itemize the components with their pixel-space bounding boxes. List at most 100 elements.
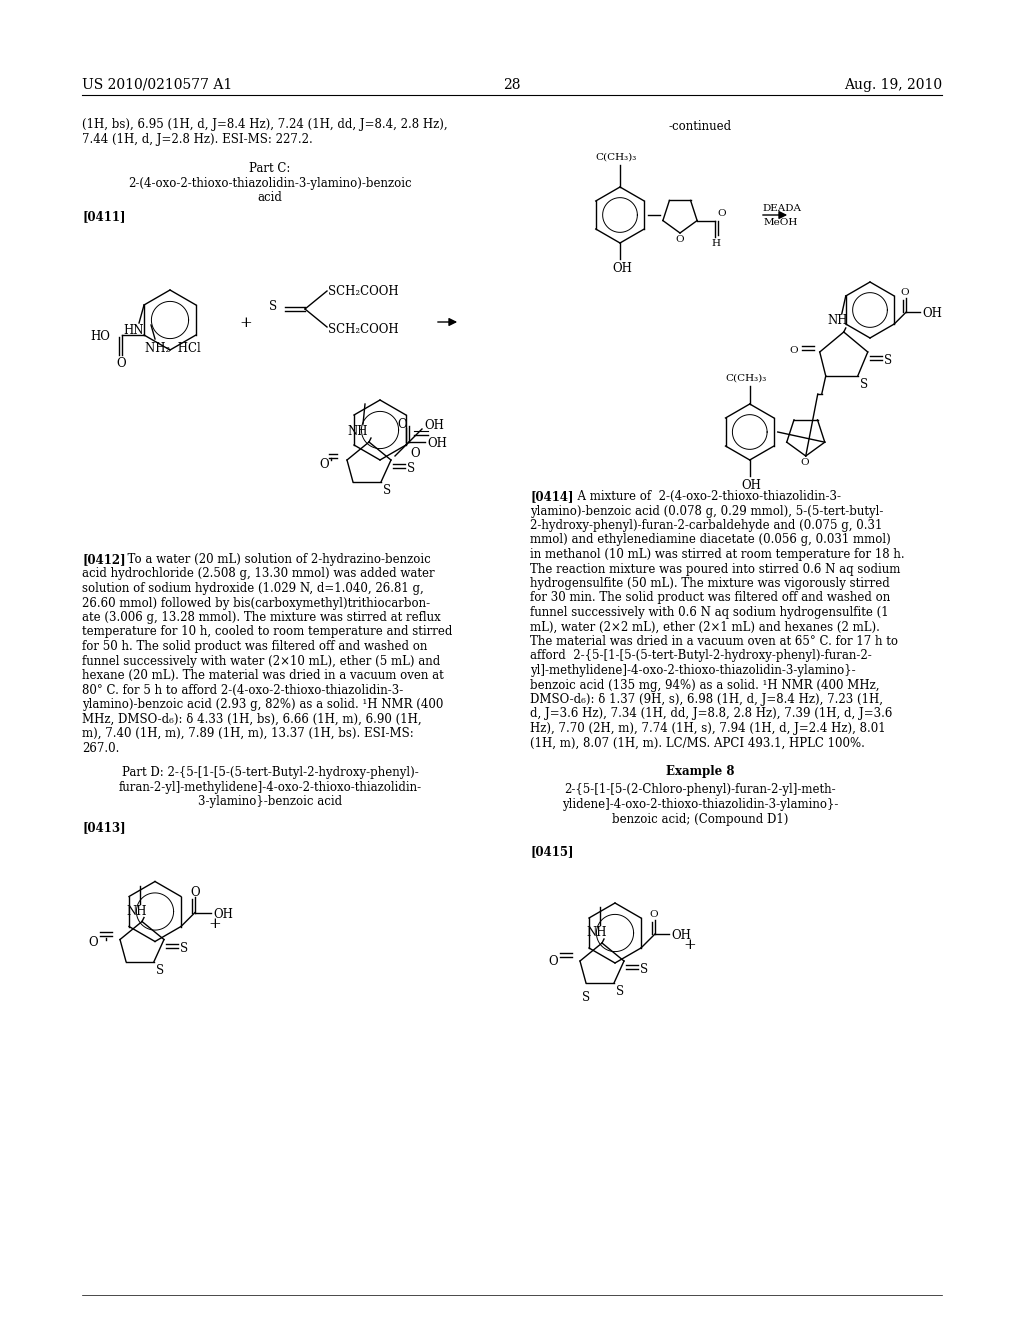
Text: Part D: 2-{5-[1-[5-(5-tert-Butyl-2-hydroxy-phenyl)-: Part D: 2-{5-[1-[5-(5-tert-Butyl-2-hydro… (122, 766, 419, 779)
Text: OH: OH (213, 908, 232, 920)
Text: yl]-methylidene]-4-oxo-2-thioxo-thiazolidin-3-ylamino}-: yl]-methylidene]-4-oxo-2-thioxo-thiazoli… (530, 664, 856, 677)
Text: Hz), 7.70 (2H, m), 7.74 (1H, s), 7.94 (1H, d, J=2.4 Hz), 8.01: Hz), 7.70 (2H, m), 7.74 (1H, s), 7.94 (1… (530, 722, 886, 735)
Text: S: S (640, 964, 648, 975)
Text: O: O (116, 356, 126, 370)
Text: DMSO-d₆): δ 1.37 (9H, s), 6.98 (1H, d, J=8.4 Hz), 7.23 (1H,: DMSO-d₆): δ 1.37 (9H, s), 6.98 (1H, d, J… (530, 693, 883, 706)
Text: ylamino)-benzoic acid (2.93 g, 82%) as a solid. ¹H NMR (400: ylamino)-benzoic acid (2.93 g, 82%) as a… (82, 698, 443, 711)
Text: [0413]: [0413] (82, 821, 126, 834)
Text: furan-2-yl]-methylidene]-4-oxo-2-thioxo-thiazolidin-: furan-2-yl]-methylidene]-4-oxo-2-thioxo-… (119, 780, 422, 793)
Text: O: O (410, 447, 420, 459)
Text: O: O (801, 458, 809, 467)
Text: NH: NH (347, 425, 368, 438)
Text: for 50 h. The solid product was filtered off and washed on: for 50 h. The solid product was filtered… (82, 640, 427, 653)
Text: ate (3.006 g, 13.28 mmol). The mixture was stirred at reflux: ate (3.006 g, 13.28 mmol). The mixture w… (82, 611, 440, 624)
Text: hydrogensulfite (50 mL). The mixture was vigorously stirred: hydrogensulfite (50 mL). The mixture was… (530, 577, 890, 590)
Text: benzoic acid (135 mg, 94%) as a solid. ¹H NMR (400 MHz,: benzoic acid (135 mg, 94%) as a solid. ¹… (530, 678, 880, 692)
Text: d, J=3.6 Hz), 7.34 (1H, dd, J=8.8, 2.8 Hz), 7.39 (1H, d, J=3.6: d, J=3.6 Hz), 7.34 (1H, dd, J=8.8, 2.8 H… (530, 708, 892, 721)
Text: +: + (684, 939, 696, 952)
Text: -continued: -continued (669, 120, 731, 133)
Text: mmol) and ethylenediamine diacetate (0.056 g, 0.031 mmol): mmol) and ethylenediamine diacetate (0.0… (530, 533, 891, 546)
Text: US 2010/0210577 A1: US 2010/0210577 A1 (82, 78, 232, 92)
Text: C(CH₃)₃: C(CH₃)₃ (595, 153, 637, 162)
Text: NH₂  HCl: NH₂ HCl (145, 342, 201, 355)
Text: H: H (711, 239, 720, 248)
Text: +: + (240, 315, 252, 330)
Text: 3-ylamino}-benzoic acid: 3-ylamino}-benzoic acid (198, 795, 342, 808)
Text: HO: HO (90, 330, 110, 343)
Text: benzoic acid; (Compound D1): benzoic acid; (Compound D1) (611, 813, 788, 825)
Text: O: O (790, 346, 799, 355)
Text: [0411]: [0411] (82, 210, 126, 223)
Text: S: S (582, 991, 590, 1005)
Text: funnel successively with 0.6 N aq sodium hydrogensulfite (1: funnel successively with 0.6 N aq sodium… (530, 606, 889, 619)
Text: O: O (397, 418, 407, 432)
Text: [0415]: [0415] (530, 845, 573, 858)
Text: (1H, m), 8.07 (1H, m). LC/MS. APCI 493.1, HPLC 100%.: (1H, m), 8.07 (1H, m). LC/MS. APCI 493.1… (530, 737, 865, 750)
Text: MeOH: MeOH (764, 218, 799, 227)
Text: O: O (900, 288, 909, 297)
Text: temperature for 10 h, cooled to room temperature and stirred: temperature for 10 h, cooled to room tem… (82, 626, 453, 639)
Text: The reaction mixture was poured into stirred 0.6 N aq sodium: The reaction mixture was poured into sti… (530, 562, 900, 576)
Text: 80° C. for 5 h to afford 2-(4-oxo-2-thioxo-thiazolidin-3-: 80° C. for 5 h to afford 2-(4-oxo-2-thio… (82, 684, 403, 697)
Text: A mixture of  2-(4-oxo-2-thioxo-thiazolidin-3-: A mixture of 2-(4-oxo-2-thioxo-thiazolid… (570, 490, 841, 503)
Text: The material was dried in a vacuum oven at 65° C. for 17 h to: The material was dried in a vacuum oven … (530, 635, 898, 648)
Text: afford  2-{5-[1-[5-(5-tert-Butyl-2-hydroxy-phenyl)-furan-2-: afford 2-{5-[1-[5-(5-tert-Butyl-2-hydrox… (530, 649, 871, 663)
Text: O: O (649, 909, 657, 919)
Text: S: S (616, 985, 624, 998)
Text: S: S (180, 941, 188, 954)
Text: funnel successively with water (2×10 mL), ether (5 mL) and: funnel successively with water (2×10 mL)… (82, 655, 440, 668)
Text: [0412]: [0412] (82, 553, 126, 566)
Text: OH: OH (424, 418, 443, 432)
Text: NH: NH (827, 314, 848, 327)
Text: O: O (717, 209, 726, 218)
Text: mL), water (2×2 mL), ether (2×1 mL) and hexanes (2 mL).: mL), water (2×2 mL), ether (2×1 mL) and … (530, 620, 880, 634)
Text: Part C:: Part C: (249, 162, 291, 176)
Text: MHz, DMSO-d₆): δ 4.33 (1H, bs), 6.66 (1H, m), 6.90 (1H,: MHz, DMSO-d₆): δ 4.33 (1H, bs), 6.66 (1H… (82, 713, 422, 726)
Text: OH: OH (612, 261, 632, 275)
Text: HN: HN (123, 323, 143, 337)
Text: ylamino)-benzoic acid (0.078 g, 0.29 mmol), 5-(5-tert-butyl-: ylamino)-benzoic acid (0.078 g, 0.29 mmo… (530, 504, 884, 517)
Text: ylidene]-4-oxo-2-thioxo-thiazolidin-3-ylamino}-: ylidene]-4-oxo-2-thioxo-thiazolidin-3-yl… (562, 799, 839, 810)
Text: OH: OH (741, 479, 762, 492)
Text: S: S (884, 354, 892, 367)
Text: Aug. 19, 2010: Aug. 19, 2010 (844, 78, 942, 92)
Text: 2-(4-oxo-2-thioxo-thiazolidin-3-ylamino)-benzoic: 2-(4-oxo-2-thioxo-thiazolidin-3-ylamino)… (128, 177, 412, 190)
Text: S: S (383, 484, 391, 498)
Text: OH: OH (671, 929, 691, 942)
Text: O: O (675, 235, 684, 244)
Text: (1H, bs), 6.95 (1H, d, J=8.4 Hz), 7.24 (1H, dd, J=8.4, 2.8 Hz),: (1H, bs), 6.95 (1H, d, J=8.4 Hz), 7.24 (… (82, 117, 447, 131)
Text: OH: OH (923, 308, 942, 319)
Text: O: O (319, 458, 329, 471)
Text: S: S (407, 462, 415, 475)
Text: S: S (156, 964, 164, 977)
Text: NH: NH (586, 927, 606, 939)
Text: m), 7.40 (1H, m), 7.89 (1H, m), 13.37 (1H, bs). ESI-MS:: m), 7.40 (1H, m), 7.89 (1H, m), 13.37 (1… (82, 727, 414, 741)
Text: in methanol (10 mL) was stirred at room temperature for 18 h.: in methanol (10 mL) was stirred at room … (530, 548, 904, 561)
Text: +: + (209, 916, 221, 931)
Text: O: O (190, 887, 200, 899)
Text: acid: acid (258, 191, 283, 205)
Text: NH: NH (126, 904, 146, 917)
Text: O: O (88, 936, 97, 949)
Text: 267.0.: 267.0. (82, 742, 120, 755)
Text: solution of sodium hydroxide (1.029 N, d=1.040, 26.81 g,: solution of sodium hydroxide (1.029 N, d… (82, 582, 424, 595)
Text: 28: 28 (503, 78, 521, 92)
Text: To a water (20 mL) solution of 2-hydrazino-benzoic: To a water (20 mL) solution of 2-hydrazi… (120, 553, 431, 566)
Text: for 30 min. The solid product was filtered off and washed on: for 30 min. The solid product was filter… (530, 591, 890, 605)
Text: acid hydrochloride (2.508 g, 13.30 mmol) was added water: acid hydrochloride (2.508 g, 13.30 mmol)… (82, 568, 434, 581)
Text: C(CH₃)₃: C(CH₃)₃ (725, 374, 766, 383)
Text: [0414]: [0414] (530, 490, 573, 503)
Text: DEADA: DEADA (762, 205, 801, 213)
Text: 2-{5-[1-[5-(2-Chloro-phenyl)-furan-2-yl]-meth-: 2-{5-[1-[5-(2-Chloro-phenyl)-furan-2-yl]… (564, 784, 836, 796)
Text: 7.44 (1H, d, J=2.8 Hz). ESI-MS: 227.2.: 7.44 (1H, d, J=2.8 Hz). ESI-MS: 227.2. (82, 132, 312, 145)
Text: 26.60 mmol) followed by bis(carboxymethyl)trithiocarbon-: 26.60 mmol) followed by bis(carboxymethy… (82, 597, 430, 610)
Text: SCH₂COOH: SCH₂COOH (328, 285, 398, 298)
Text: O: O (548, 954, 558, 968)
Text: SCH₂COOH: SCH₂COOH (328, 323, 398, 337)
Text: Example 8: Example 8 (666, 766, 734, 777)
Text: hexane (20 mL). The material was dried in a vacuum oven at: hexane (20 mL). The material was dried i… (82, 669, 443, 682)
Text: S: S (269, 300, 278, 313)
Text: S: S (860, 378, 868, 391)
Text: 2-hydroxy-phenyl)-furan-2-carbaldehyde and (0.075 g, 0.31: 2-hydroxy-phenyl)-furan-2-carbaldehyde a… (530, 519, 883, 532)
Text: OH: OH (427, 437, 446, 450)
